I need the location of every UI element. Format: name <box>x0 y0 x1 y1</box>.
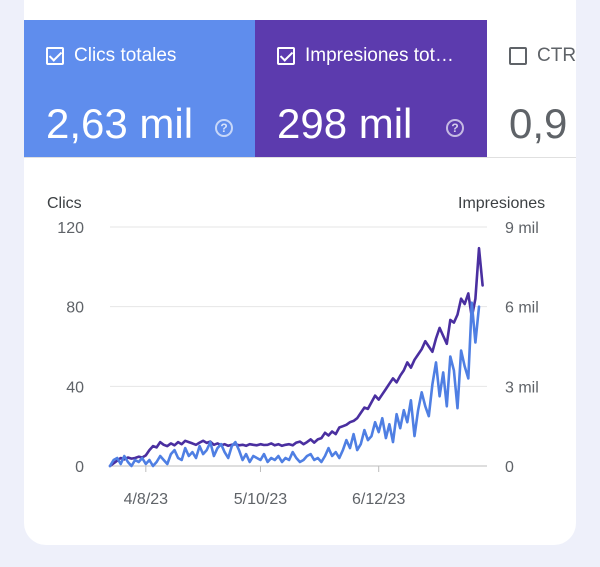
y-right-tick-label: 3 mil <box>505 379 539 396</box>
y-left-tick-label: 120 <box>57 220 84 237</box>
ctr-checkbox[interactable] <box>509 47 527 65</box>
x-tick-label: 4/8/23 <box>124 491 169 508</box>
tile-value: 2,63 mil <box>46 100 194 147</box>
series-line-impressions <box>108 246 484 468</box>
help-circle-icon[interactable]: ? <box>446 119 464 137</box>
y-left-tick-label: 40 <box>66 379 84 396</box>
metric-tile-ctr[interactable]: CTR 0,9 <box>487 20 576 157</box>
performance-card: Clics totales 2,63 mil ? Impresiones tot… <box>24 0 576 545</box>
divider <box>24 157 576 158</box>
y-right-tick-label: 0 <box>505 459 514 476</box>
tile-value: 0,9 <box>509 100 568 147</box>
y-right-tick-label: 6 mil <box>505 300 539 317</box>
metric-tile-total-clicks[interactable]: Clics totales 2,63 mil ? <box>24 20 255 157</box>
y-right-tick-label: 9 mil <box>505 220 539 237</box>
impressions-checkbox[interactable] <box>277 47 295 65</box>
tile-header: Clics totales <box>46 45 176 67</box>
tile-header: CTR <box>509 45 576 67</box>
help-circle-icon[interactable]: ? <box>215 119 233 137</box>
metric-tile-total-impressions[interactable]: Impresiones totales 298 mil ? <box>255 20 487 157</box>
tile-label: CTR <box>537 45 576 66</box>
series-line-clicks <box>108 301 481 468</box>
tile-value: 298 mil <box>277 100 413 147</box>
left-axis-title: Clics <box>47 195 82 212</box>
tile-header: Impresiones totales <box>277 45 461 67</box>
right-axis-title: Impresiones <box>458 195 546 212</box>
x-tick-label: 5/10/23 <box>234 491 287 508</box>
metric-tiles: Clics totales 2,63 mil ? Impresiones tot… <box>24 20 576 157</box>
x-tick-label: 6/12/23 <box>352 491 405 508</box>
tile-label: Clics totales <box>74 45 177 66</box>
performance-chart: 0 0 40 3 mil 80 6 mil 120 9 mil 4/8/23 5/10/23 6/1… <box>57 220 539 508</box>
clicks-checkbox[interactable] <box>46 47 64 65</box>
y-left-tick-label: 80 <box>66 300 84 317</box>
y-left-tick-label: 0 <box>75 459 84 476</box>
